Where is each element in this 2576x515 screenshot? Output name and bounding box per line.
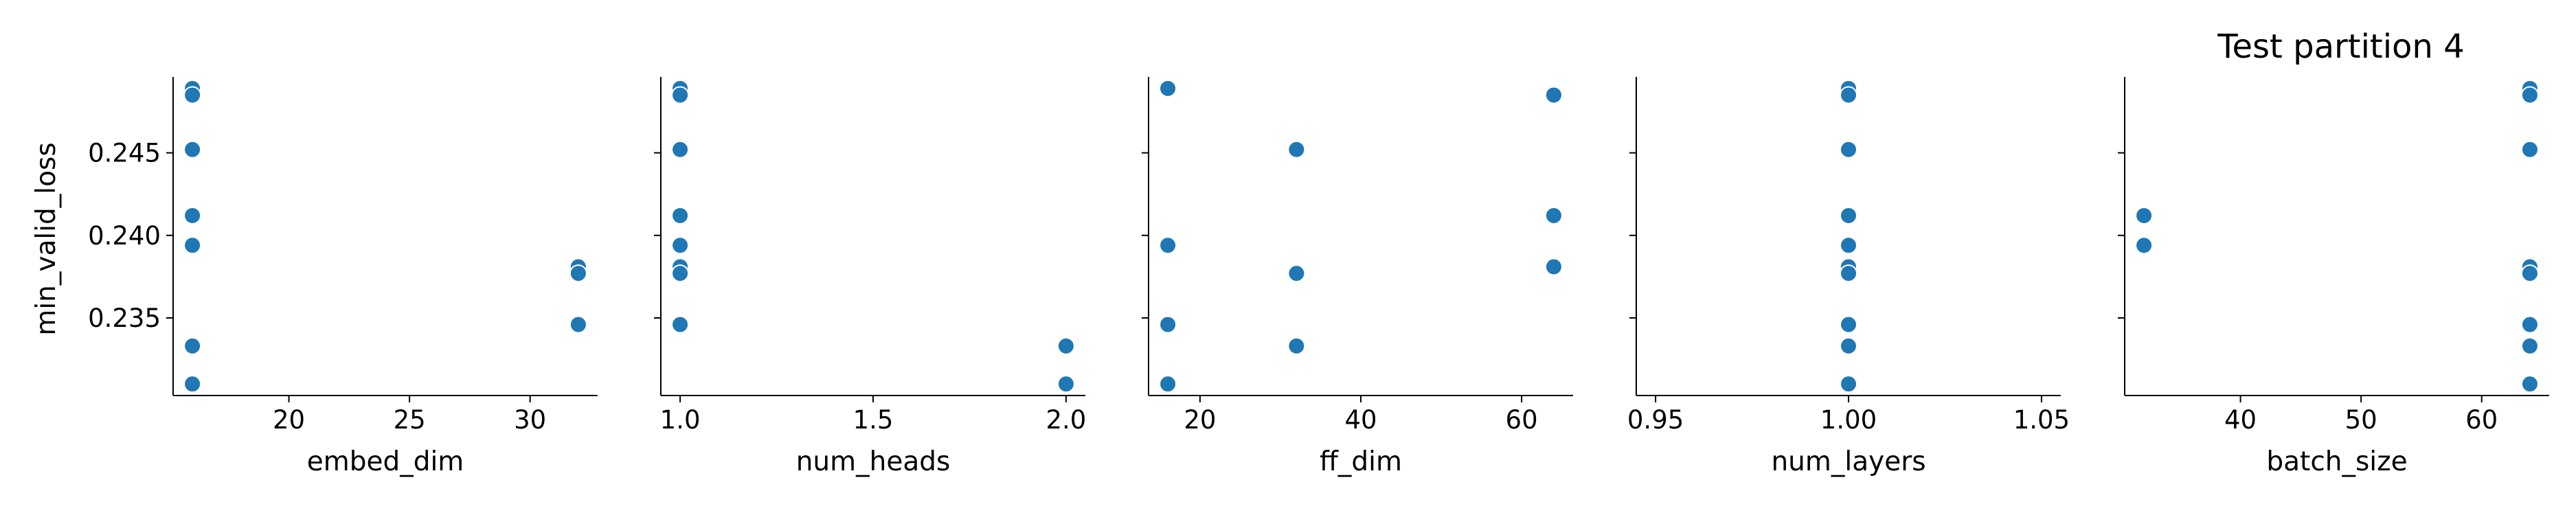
data-point [2135,236,2154,255]
x-tick-label: 0.95 [1627,405,1684,435]
panels-group: 0.235 0.240 0.245 20 25 30 embed_dim 1.0 1.5 2.0 n… [88,77,2549,477]
data-point [1840,206,1857,225]
scatter-panel: 20 40 60 ff_dim [1142,77,1573,477]
data-point [1840,375,1857,393]
data-point [183,86,202,104]
x-tick-label: 40 [1344,405,1377,435]
figure-title: Test partition 4 [2217,27,2464,66]
x-axis-label: num_layers [1771,446,1925,477]
x-axis-label: embed_dim [307,446,464,477]
x-axis-label: batch_size [2266,446,2407,477]
x-tick-label: 2.0 [1046,405,1086,435]
data-point [2135,206,2154,225]
x-tick-label: 60 [2465,405,2498,435]
data-point [1287,336,1306,355]
x-tick-label: 1.05 [2013,405,2070,435]
data-point [1544,86,1563,104]
data-point [2520,375,2539,393]
data-point [1840,336,1857,355]
data-point [1840,86,1857,104]
scatter-panel: 0.95 1.00 1.05 num_layers [1627,77,2070,477]
data-point [183,336,202,355]
x-tick-label: 20 [1184,405,1216,435]
data-point [1159,236,1177,255]
x-tick-label: 1.00 [1820,405,1877,435]
data-point [183,140,202,159]
x-tick-label: 30 [514,405,546,435]
data-point [569,264,587,283]
x-tick-label: 20 [273,405,305,435]
x-tick-label: 1.0 [660,405,701,435]
y-tick-label: 0.245 [88,139,161,168]
data-point [1057,375,1075,393]
scatter-panel: 1.0 1.5 2.0 num_heads [654,77,1086,477]
data-point [1159,375,1177,393]
data-point [2520,140,2539,159]
data-point [183,206,202,225]
data-point [1159,79,1177,98]
data-point [1840,264,1857,283]
data-point [1057,336,1075,355]
data-point [671,236,690,255]
data-point [1287,264,1306,283]
data-point [1544,206,1563,225]
y-tick-label: 0.235 [88,304,161,333]
x-tick-label: 60 [1506,405,1538,435]
data-point [671,86,690,104]
data-point [1840,236,1857,255]
data-point [1287,140,1306,159]
x-tick-label: 40 [2224,405,2257,435]
x-axis-label: ff_dim [1320,446,1402,477]
data-point [1159,315,1177,334]
data-point [671,315,690,334]
data-point [2520,315,2539,334]
data-point [2520,264,2539,283]
x-tick-label: 50 [2345,405,2377,435]
y-tick-label: 0.240 [88,221,161,251]
x-tick-label: 25 [394,405,426,435]
data-point [569,315,587,334]
data-point [2520,86,2539,104]
data-point [671,206,690,225]
scatter-panel: 40 50 60 batch_size [2118,77,2549,477]
data-point [671,264,690,283]
data-point [671,140,690,159]
data-point [1544,258,1563,276]
data-point [2520,336,2539,355]
data-point [1840,315,1857,334]
data-point [183,236,202,255]
scatter-panel: 0.235 0.240 0.245 20 25 30 embed_dim [88,77,598,477]
x-axis-label: num_heads [796,446,951,477]
y-axis-label: min_valid_loss [31,142,62,335]
x-tick-label: 1.5 [853,405,894,435]
data-point [1840,140,1857,159]
data-point [183,375,202,393]
